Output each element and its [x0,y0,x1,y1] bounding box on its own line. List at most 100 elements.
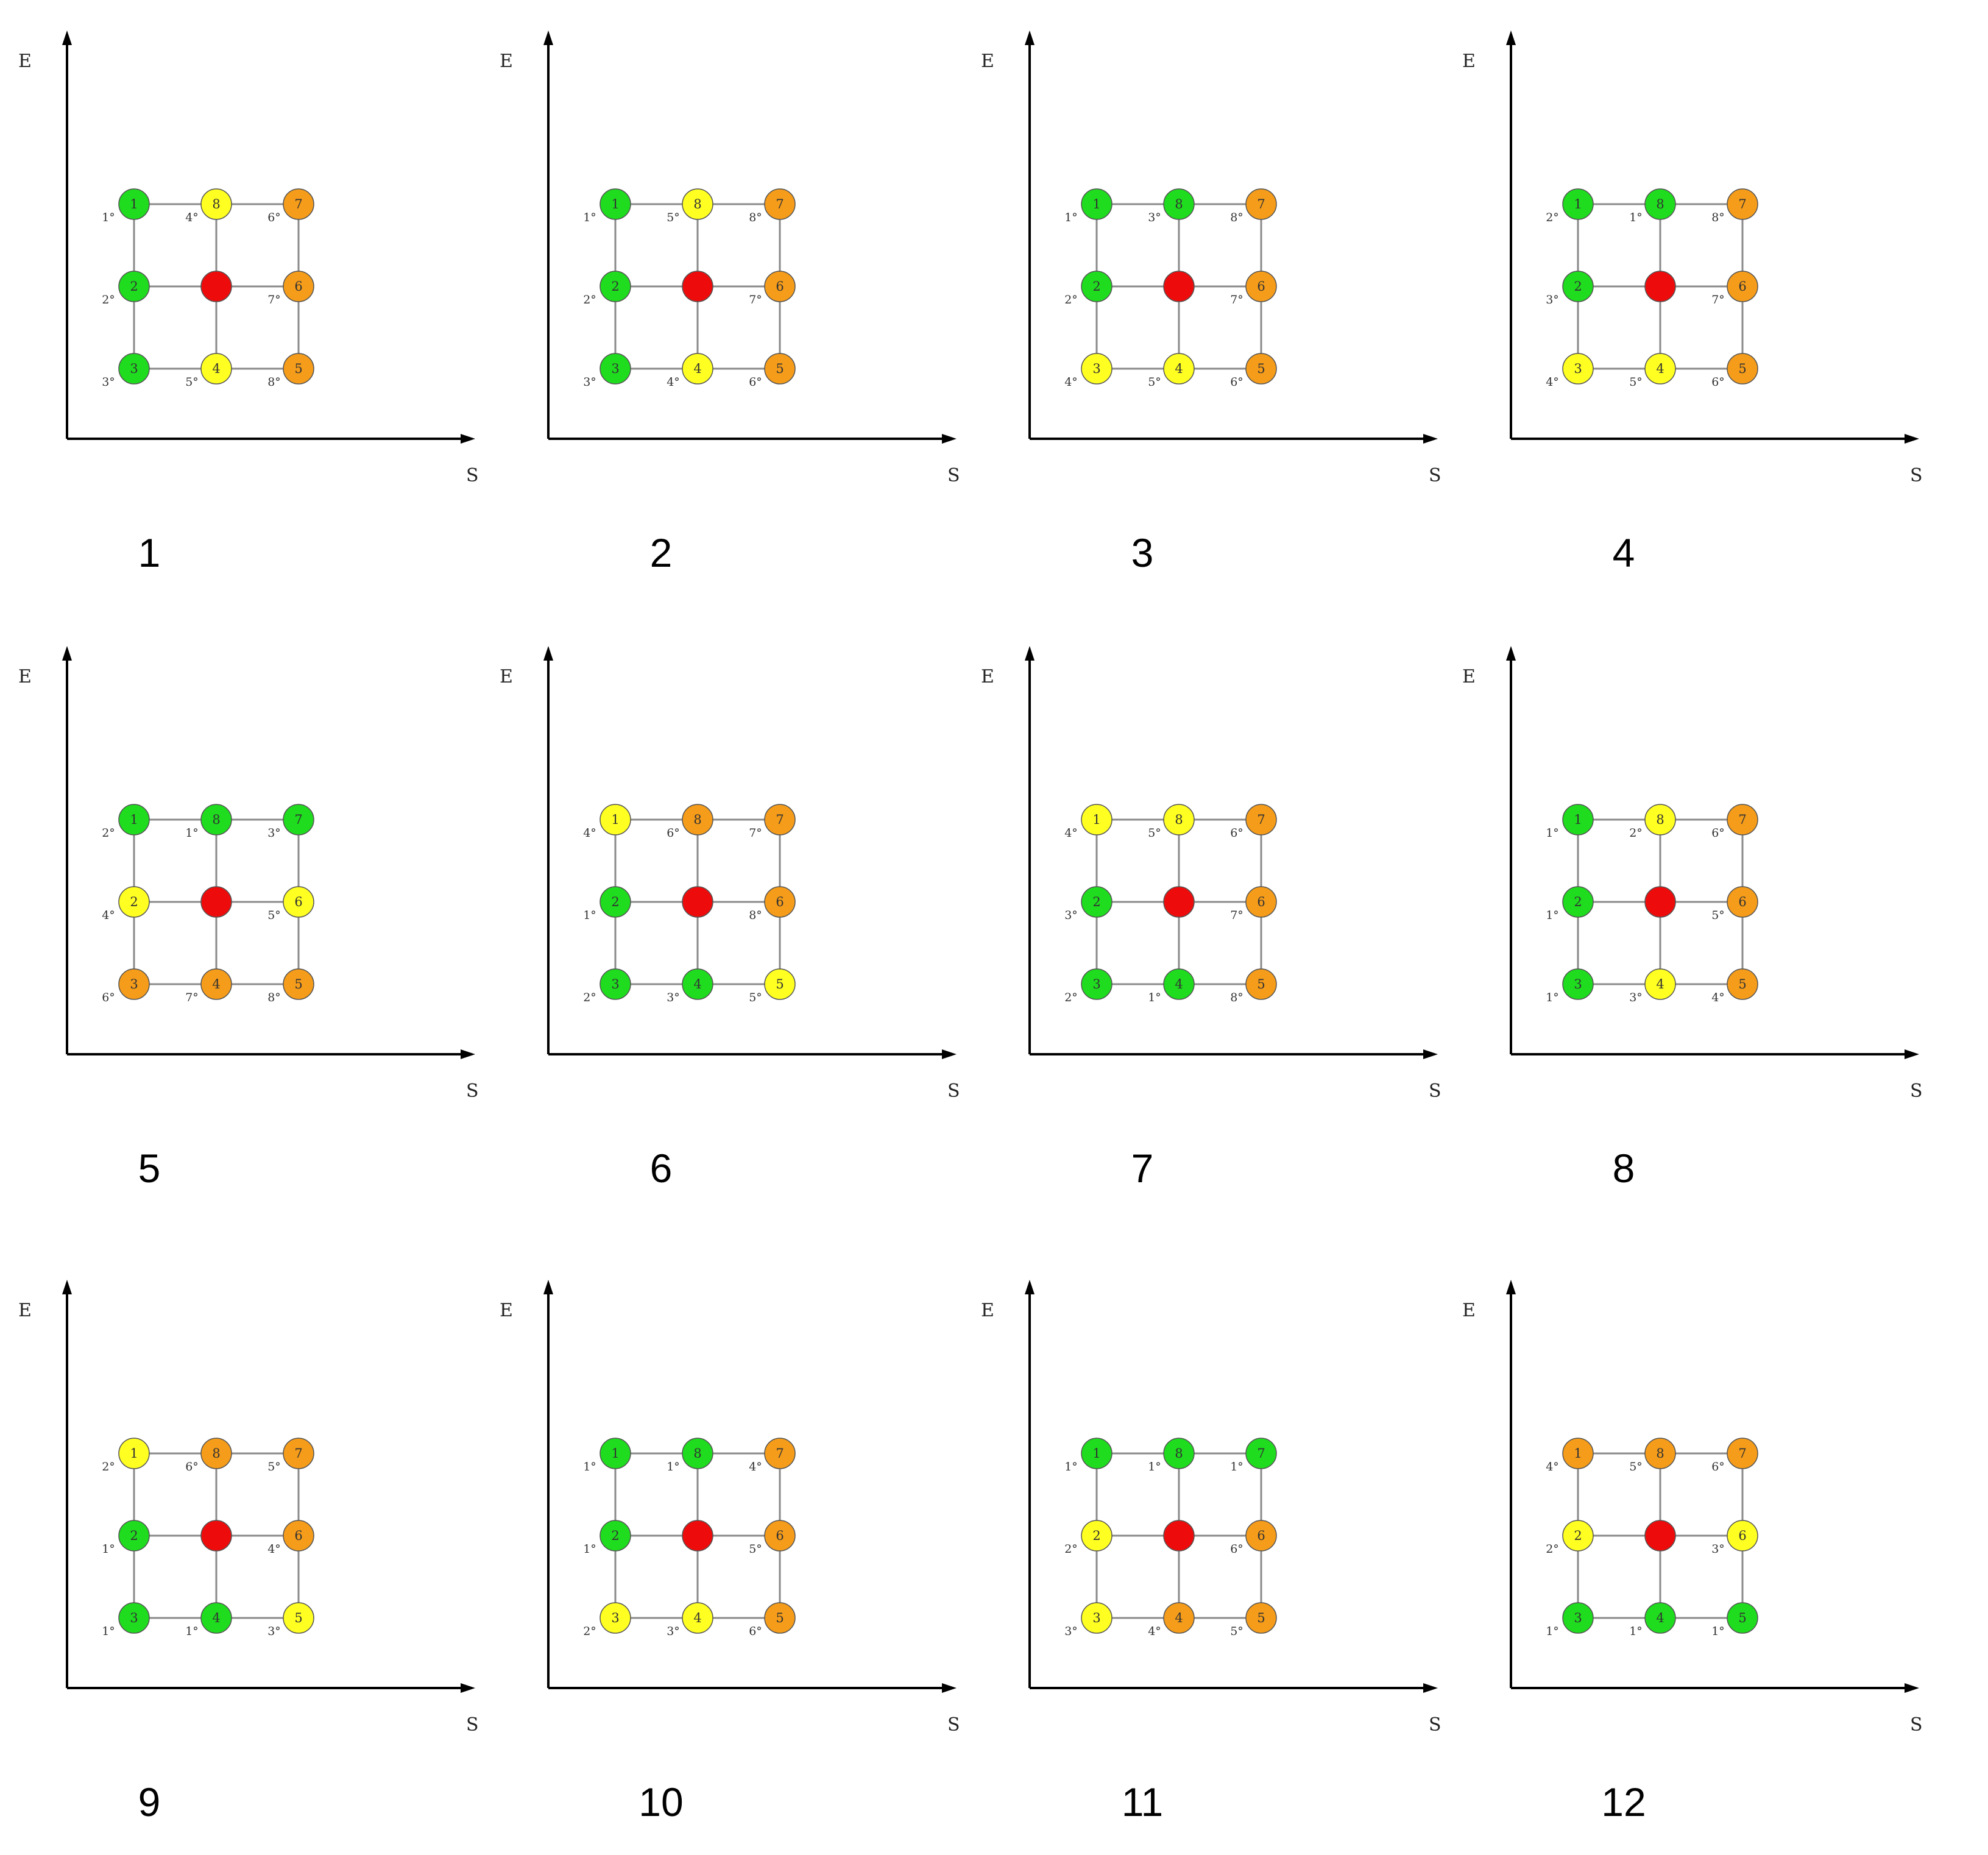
rank-label: 8° [267,991,281,1004]
rank-label: 8° [267,375,281,389]
node-number: 5 [1257,1611,1265,1625]
rank-label: 8° [1230,211,1243,224]
node-7 [764,188,796,220]
node-number: 8 [693,812,701,827]
y-axis-arrow [543,30,553,45]
rank-label: 7° [749,826,762,840]
node-1 [1562,804,1594,835]
rank-label: 1° [583,1542,596,1556]
node-number: 8 [1175,197,1183,211]
rank-label: 5° [1230,1625,1243,1638]
rank-label: 3° [1148,211,1161,224]
node-number: 2 [1092,895,1100,909]
rank-label: 1° [1711,1625,1725,1638]
node-number: 5 [776,1611,784,1625]
x-axis-arrow [461,1683,475,1693]
node-number: 3 [1092,1611,1100,1625]
node-number: 1 [611,197,619,211]
node-number: 1 [1574,1446,1582,1461]
node-number: 4 [693,1611,701,1625]
rank-label: 4° [1064,826,1078,840]
y-axis-label: E [500,666,513,687]
node-number: 2 [1574,895,1582,909]
panel-9: E S 1 2° 2 1° 3 1° 4 1° 5 3° 6 4° 7 5° 8 6° 9 [18,1280,479,1825]
node-number: 7 [1738,197,1746,211]
node-5 [1245,353,1277,385]
y-axis-arrow [543,1280,553,1294]
node-number: 3 [611,361,619,376]
node-number: 8 [212,1446,220,1461]
node-5 [764,968,796,1000]
rank-label: 6° [667,826,680,840]
node-number: 4 [1656,977,1664,991]
rank-label: 1° [102,1542,115,1556]
node-1 [600,1438,631,1469]
node-2 [600,1520,631,1552]
panel-caption: 1 [138,530,161,575]
node-6 [764,1520,796,1552]
panel-caption: 11 [1122,1779,1164,1825]
node-6 [1727,886,1758,918]
node-5 [1727,353,1758,385]
node-number: 2 [611,895,619,909]
rank-label: 1° [1546,826,1559,840]
rank-label: 8° [1230,991,1243,1004]
node-3 [118,353,150,385]
x-axis-label: S [947,1080,960,1102]
rank-label: 5° [267,909,281,922]
panel-7: E S 1 4° 2 3° 3 2° 4 1° 5 8° 6 7° 7 6° 8 5° 7 [981,646,1441,1191]
node-number: 7 [294,812,302,827]
rank-label: 1° [1629,1625,1643,1638]
node-number: 2 [1574,279,1582,294]
node-number: 3 [611,977,619,991]
node-number: 6 [1257,279,1265,294]
rank-label: 4° [583,826,596,840]
y-axis-label: E [981,666,994,687]
x-axis-label: S [1429,465,1441,486]
rank-label: 1° [1148,991,1161,1004]
panel-caption: 10 [638,1779,683,1825]
node-7 [1727,1438,1758,1469]
x-axis-label: S [466,1714,479,1736]
node-6 [764,886,796,918]
y-axis-arrow [1025,1280,1035,1294]
rank-label: 4° [267,1542,281,1556]
rank-label: 4° [1148,1625,1161,1638]
node-number: 6 [1738,895,1746,909]
rank-label: 6° [1711,826,1725,840]
node-3 [1562,1602,1594,1634]
node-6 [283,271,314,302]
node-4 [1163,353,1195,385]
x-axis-arrow [942,1683,957,1693]
node-2 [1562,271,1594,302]
node-8 [1163,188,1195,220]
x-axis-label: S [1910,465,1923,486]
node-number: 7 [1257,197,1265,211]
rank-label: 6° [1711,375,1725,389]
panel-caption: 4 [1613,530,1635,575]
rank-label: 5° [1629,1460,1643,1474]
node-number: 4 [1656,1611,1664,1625]
node-number: 3 [130,1611,138,1625]
node-3 [600,968,631,1000]
node-7 [1245,188,1277,220]
y-axis-arrow [1506,30,1516,45]
node-7 [1727,188,1758,220]
node-number: 2 [130,279,138,294]
node-number: 6 [294,1528,302,1543]
y-axis-arrow [62,1280,72,1294]
node-number: 5 [1738,977,1746,991]
node-3 [1081,353,1113,385]
node-number: 7 [776,197,784,211]
y-axis-label: E [18,666,32,687]
node-2 [1081,886,1113,918]
rank-label: 4° [1546,1460,1559,1474]
center-node [682,886,713,918]
rank-label: 3° [667,1625,680,1638]
rank-label: 2° [583,1625,596,1638]
node-number: 4 [1175,1611,1183,1625]
node-6 [1727,1520,1758,1552]
node-number: 8 [1175,812,1183,827]
node-6 [1245,271,1277,302]
node-number: 6 [1257,895,1265,909]
